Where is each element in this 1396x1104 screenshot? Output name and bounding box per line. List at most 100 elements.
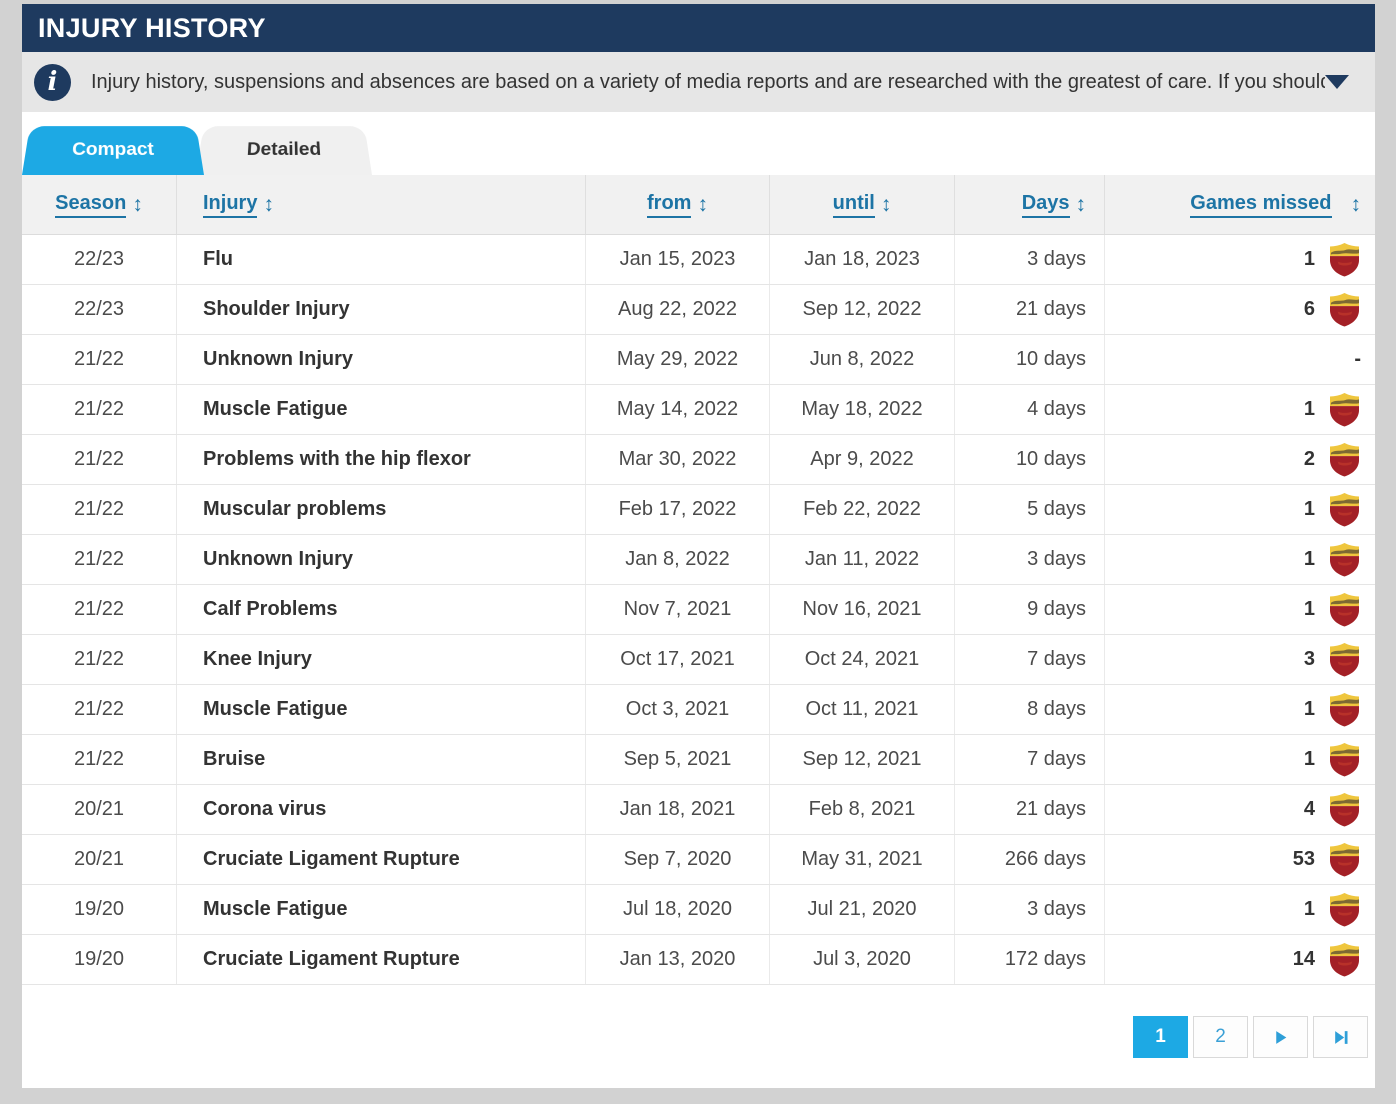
club-badge-icon xyxy=(1328,742,1361,777)
injury-cell: Flu xyxy=(177,235,586,284)
sort-link-season[interactable]: Season xyxy=(55,192,127,218)
sort-icon[interactable]: ↕ xyxy=(880,192,892,216)
games-missed-value: 14 xyxy=(1292,948,1315,970)
next-page-button[interactable] xyxy=(1253,1016,1308,1058)
games-missed-value: 1 xyxy=(1303,548,1315,570)
games-missed-cell: 53 xyxy=(1105,835,1375,884)
from-date-cell: Nov 7, 2021 xyxy=(586,585,770,634)
season-cell: 22/23 xyxy=(22,285,177,334)
games-missed-cell: 1 xyxy=(1105,735,1375,784)
last-page-icon xyxy=(1332,1029,1349,1046)
games-missed-cell: 6 xyxy=(1105,285,1375,334)
pagination: 1 2 xyxy=(1133,1016,1368,1058)
club-badge-icon xyxy=(1328,592,1361,627)
sort-link-days[interactable]: Days xyxy=(1021,192,1070,218)
last-page-button[interactable] xyxy=(1313,1016,1368,1058)
days-cell: 3 days xyxy=(955,535,1105,584)
until-date-cell: Apr 9, 2022 xyxy=(770,435,955,484)
page-1-button[interactable]: 1 xyxy=(1133,1016,1188,1058)
season-cell: 20/21 xyxy=(22,785,177,834)
until-date-cell: Sep 12, 2022 xyxy=(770,285,955,334)
table-row: 22/23 Shoulder Injury Aug 22, 2022 Sep 1… xyxy=(22,285,1375,335)
tab-compact[interactable]: Compact xyxy=(22,126,204,175)
sort-icon[interactable]: ↕ xyxy=(263,192,274,216)
club-badge-icon xyxy=(1328,242,1361,277)
sort-link-injury[interactable]: Injury xyxy=(203,192,258,218)
table-row: 21/22 Unknown Injury Jan 8, 2022 Jan 11,… xyxy=(22,535,1375,585)
days-cell: 4 days xyxy=(955,385,1105,434)
days-cell: 266 days xyxy=(955,835,1105,884)
table-row: 22/23 Flu Jan 15, 2023 Jan 18, 2023 3 da… xyxy=(22,235,1375,285)
games-missed-value: 1 xyxy=(1303,248,1315,270)
days-cell: 21 days xyxy=(955,285,1105,334)
section-header: INJURY HISTORY xyxy=(22,4,1375,52)
sort-icon[interactable]: ↕ xyxy=(697,192,708,216)
injury-cell: Corona virus xyxy=(177,785,586,834)
table-row: 19/20 Muscle Fatigue Jul 18, 2020 Jul 21… xyxy=(22,885,1375,935)
days-cell: 7 days xyxy=(955,735,1105,784)
games-missed-value: 3 xyxy=(1303,648,1315,670)
games-missed-value: 6 xyxy=(1303,298,1315,320)
season-cell: 22/23 xyxy=(22,235,177,284)
column-header-injury: Injury ↕ xyxy=(177,175,586,234)
games-missed-value: 1 xyxy=(1303,398,1315,420)
games-missed-cell: 1 xyxy=(1105,585,1375,634)
games-missed-value: 1 xyxy=(1303,598,1315,620)
from-date-cell: May 29, 2022 xyxy=(586,335,770,384)
games-missed-cell: 1 xyxy=(1105,385,1375,434)
sort-link-games-missed[interactable]: Games missed xyxy=(1190,192,1332,218)
chevron-down-icon[interactable] xyxy=(1325,75,1349,89)
disclaimer-bar[interactable]: i Injury history, suspensions and absenc… xyxy=(22,52,1375,112)
club-badge-icon xyxy=(1328,492,1361,527)
season-cell: 21/22 xyxy=(22,435,177,484)
table-row: 21/22 Knee Injury Oct 17, 2021 Oct 24, 2… xyxy=(22,635,1375,685)
injury-history-card: INJURY HISTORY i Injury history, suspens… xyxy=(22,4,1375,1088)
games-missed-value: 2 xyxy=(1303,448,1315,470)
table-row: 21/22 Unknown Injury May 29, 2022 Jun 8,… xyxy=(22,335,1375,385)
games-missed-cell: 1 xyxy=(1105,685,1375,734)
games-missed-value: 1 xyxy=(1303,698,1315,720)
sort-icon[interactable]: ↕ xyxy=(132,192,143,216)
from-date-cell: May 14, 2022 xyxy=(586,385,770,434)
table-row: 21/22 Muscle Fatigue Oct 3, 2021 Oct 11,… xyxy=(22,685,1375,735)
from-date-cell: Sep 5, 2021 xyxy=(586,735,770,784)
season-cell: 21/22 xyxy=(22,685,177,734)
injury-cell: Unknown Injury xyxy=(177,335,586,384)
games-missed-cell: 14 xyxy=(1105,935,1375,984)
sort-icon[interactable]: ↕ xyxy=(1350,192,1362,216)
club-badge-icon xyxy=(1328,942,1361,977)
until-date-cell: Sep 12, 2021 xyxy=(770,735,955,784)
sort-link-from[interactable]: from xyxy=(647,192,692,218)
injury-cell: Cruciate Ligament Rupture xyxy=(177,935,586,984)
column-header-season: Season ↕ xyxy=(22,175,177,234)
days-cell: 21 days xyxy=(955,785,1105,834)
until-date-cell: Feb 22, 2022 xyxy=(770,485,955,534)
from-date-cell: Aug 22, 2022 xyxy=(586,285,770,334)
from-date-cell: Jul 18, 2020 xyxy=(586,885,770,934)
column-header-until: until ↕ xyxy=(770,175,955,234)
season-cell: 20/21 xyxy=(22,835,177,884)
column-header-days: Days ↕ xyxy=(955,175,1105,234)
days-cell: 10 days xyxy=(955,435,1105,484)
games-missed-value: 1 xyxy=(1303,748,1315,770)
games-missed-value: - xyxy=(1354,348,1361,370)
table-row: 21/22 Muscular problems Feb 17, 2022 Feb… xyxy=(22,485,1375,535)
games-missed-cell: 4 xyxy=(1105,785,1375,834)
until-date-cell: May 31, 2021 xyxy=(770,835,955,884)
days-cell: 9 days xyxy=(955,585,1105,634)
table-body: 22/23 Flu Jan 15, 2023 Jan 18, 2023 3 da… xyxy=(22,235,1375,985)
injury-cell: Calf Problems xyxy=(177,585,586,634)
club-badge-icon xyxy=(1328,642,1361,677)
page-title: INJURY HISTORY xyxy=(38,12,266,43)
season-cell: 19/20 xyxy=(22,935,177,984)
sort-icon[interactable]: ↕ xyxy=(1075,192,1087,216)
days-cell: 10 days xyxy=(955,335,1105,384)
games-missed-cell: 3 xyxy=(1105,635,1375,684)
tab-detailed[interactable]: Detailed xyxy=(196,126,372,175)
sort-link-until[interactable]: until xyxy=(832,192,875,218)
from-date-cell: Sep 7, 2020 xyxy=(586,835,770,884)
page-2-button[interactable]: 2 xyxy=(1193,1016,1248,1058)
info-icon: i xyxy=(34,63,71,101)
column-header-from: from ↕ xyxy=(586,175,770,234)
until-date-cell: May 18, 2022 xyxy=(770,385,955,434)
